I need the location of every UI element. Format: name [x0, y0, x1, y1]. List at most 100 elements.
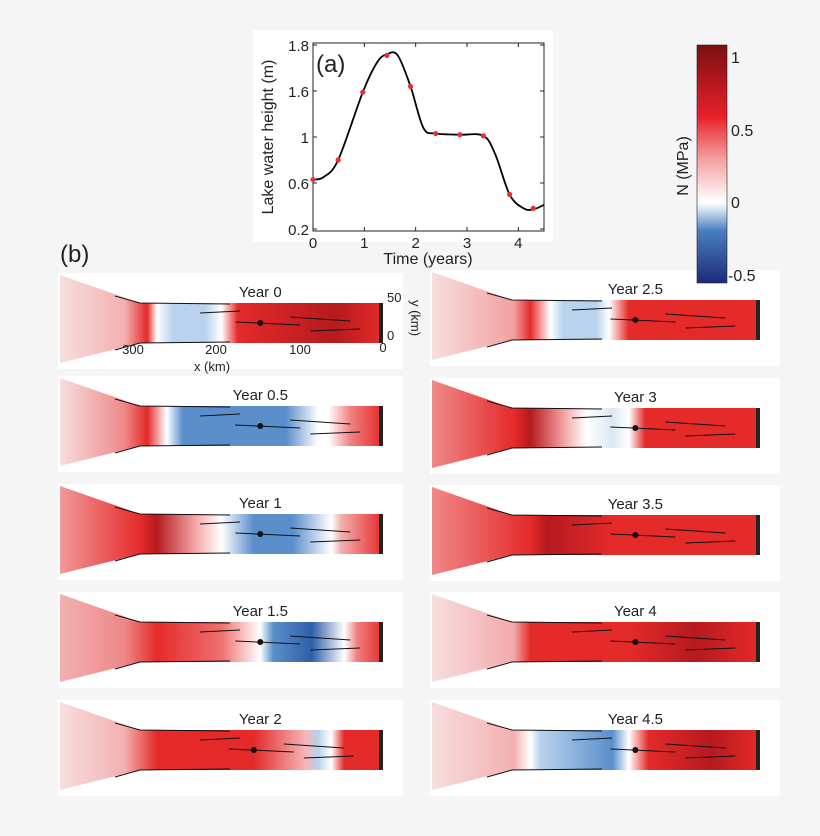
calving-front	[379, 730, 383, 770]
lake-location	[632, 317, 639, 323]
map-panel: Year 4	[430, 592, 780, 688]
map-axes-annotation: 300 200 100 0 x (km) 50 0 y (km)	[122, 290, 423, 374]
colorbar-tick: 0.5	[731, 123, 753, 140]
calving-front	[756, 515, 760, 555]
map-panel: Year 0.5	[58, 376, 403, 472]
x-tick: 100	[289, 342, 311, 357]
lake-location	[257, 531, 264, 537]
data-point	[507, 191, 513, 198]
lake-height-chart: 0 1 2 3 4 0.2 0.6 1 1.6 1.8 (a) Time (years) Lake…	[253, 30, 553, 268]
panel-title: Year 4.5	[608, 711, 663, 728]
calving-front	[756, 730, 760, 770]
panel-title: Year 1	[239, 495, 282, 512]
ice-shelf-field	[432, 702, 760, 790]
crack-lines	[486, 400, 736, 456]
colorbar: N (MPa) 1 0.5 0 -0.5	[675, 44, 756, 285]
calving-front	[756, 622, 760, 662]
calving-front	[756, 408, 760, 448]
data-point	[407, 83, 414, 89]
data-point	[530, 205, 536, 211]
ice-shelf-field	[432, 272, 760, 360]
colorbar-tick: 0	[731, 195, 740, 212]
calving-front	[379, 514, 383, 554]
lake-location	[632, 532, 639, 538]
ice-shelf-field	[60, 378, 383, 466]
y-tick-label: 1.8	[288, 38, 309, 55]
lake-height-curve	[312, 51, 545, 211]
ice-shelf-field	[60, 702, 383, 790]
calving-front	[379, 406, 383, 446]
panel-title: Year 3.5	[608, 496, 663, 513]
panel-title: Year 0	[239, 284, 282, 301]
y-tick-label: 1.6	[288, 84, 309, 101]
y-tick: 0	[387, 328, 394, 343]
crack-lines	[486, 507, 736, 563]
crack-lines	[114, 614, 361, 670]
lake-location	[257, 639, 264, 645]
ice-shelf-field	[60, 594, 383, 682]
data-point	[384, 52, 390, 58]
map-panel: Year 2.5	[430, 270, 780, 366]
ice-shelf-field	[432, 594, 760, 682]
crack-lines	[486, 292, 736, 348]
colorbar-tick: -0.5	[728, 268, 756, 285]
calving-front	[379, 622, 383, 662]
panel-title: Year 1.5	[233, 603, 288, 620]
x-tick-label: 4	[514, 235, 522, 252]
ice-shelf-field	[60, 486, 383, 574]
map-panel: Year 1	[58, 484, 403, 580]
map-panel: Year 4.5	[430, 700, 780, 796]
panel-label-a: (a)	[316, 51, 345, 78]
colorbar-label: N (MPa)	[675, 136, 692, 196]
lake-location	[632, 425, 639, 431]
colorbar-gradient	[696, 44, 728, 284]
crack-lines	[486, 614, 736, 670]
crack-lines	[486, 722, 736, 778]
y-tick-label: 1	[301, 130, 309, 147]
crack-lines	[114, 398, 361, 454]
calving-front	[756, 300, 760, 340]
lake-location	[250, 747, 257, 753]
x-tick: 200	[205, 342, 227, 357]
lake-location	[257, 423, 264, 429]
x-tick-label: 1	[360, 235, 368, 252]
x-tick-label: 2	[411, 235, 419, 252]
ice-shelf-field	[60, 275, 383, 363]
data-point	[457, 132, 463, 138]
data-point	[360, 89, 366, 95]
map-panel: Year 2	[58, 700, 403, 796]
map-panel: Year 0	[58, 273, 403, 369]
panel-title: Year 3	[614, 389, 657, 406]
y-tick-label: 0.2	[288, 222, 309, 239]
data-point	[480, 133, 487, 139]
panel-title: Year 0.5	[233, 387, 288, 404]
x-tick: 0	[379, 340, 386, 355]
ice-shelf-field	[432, 487, 760, 575]
map-panel: Year 3	[430, 378, 780, 474]
calving-front	[379, 303, 383, 343]
lake-location	[632, 747, 639, 753]
x-tick-label: 3	[463, 235, 471, 252]
panel-label-b: (b)	[60, 241, 89, 268]
crack-lines	[114, 506, 361, 562]
chart-background	[253, 30, 553, 242]
y-tick-label: 0.6	[288, 176, 309, 193]
lake-location	[257, 320, 264, 326]
map-panel: Year 3.5	[430, 485, 780, 581]
x-axis-label: x (km)	[194, 359, 230, 374]
map-panel: Year 1.5	[58, 592, 403, 688]
y-tick: 50	[387, 290, 401, 305]
panel-title: Year 4	[614, 603, 657, 620]
y-axis-label: y (km)	[408, 300, 423, 336]
panel-title: Year 2.5	[608, 281, 663, 298]
ice-shelf-field	[432, 380, 760, 468]
y-axis-label: Lake water height (m)	[260, 60, 277, 215]
lake-location	[632, 639, 639, 645]
x-axis-label: Time (years)	[383, 251, 472, 268]
panel-title: Year 2	[239, 711, 282, 728]
crack-lines	[114, 295, 361, 351]
data-point	[310, 176, 316, 183]
data-point	[433, 130, 439, 137]
